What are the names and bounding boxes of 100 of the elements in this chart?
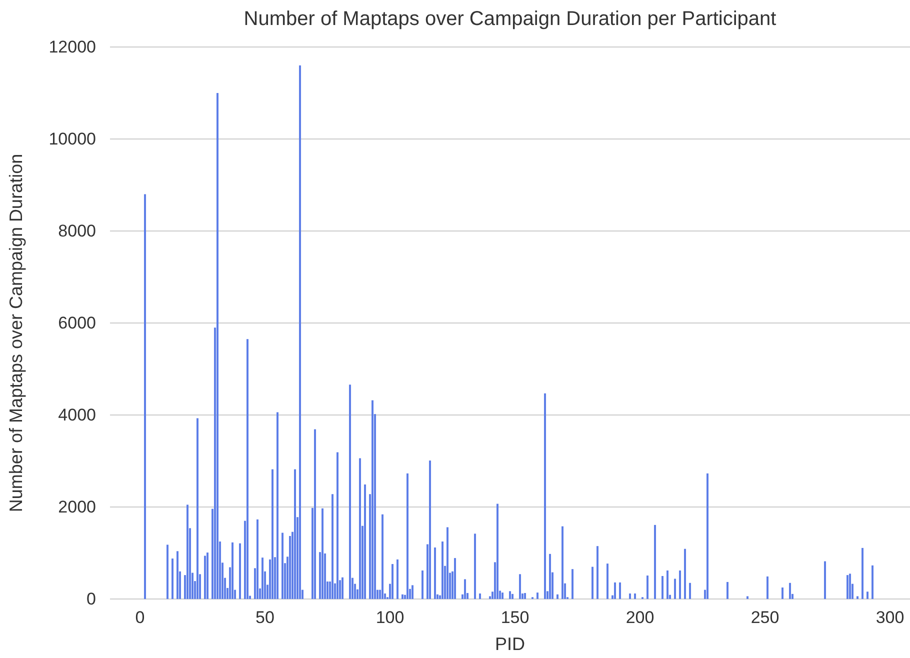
bar bbox=[706, 473, 708, 599]
bar bbox=[186, 504, 188, 599]
x-tick-label: 300 bbox=[876, 608, 904, 628]
bar bbox=[662, 576, 664, 599]
bar bbox=[372, 400, 374, 599]
bar bbox=[606, 564, 608, 599]
bar bbox=[442, 542, 444, 599]
bar bbox=[654, 524, 656, 599]
bar bbox=[406, 473, 408, 599]
y-tick-label: 6000 bbox=[58, 313, 96, 332]
bar bbox=[634, 593, 636, 599]
bar bbox=[726, 582, 728, 599]
bar bbox=[572, 569, 574, 599]
bar bbox=[666, 570, 668, 599]
y-tick-label: 2000 bbox=[58, 497, 96, 516]
bar bbox=[256, 519, 258, 599]
y-axis-title: Number of Maptaps over Campaign Duration bbox=[6, 154, 26, 512]
bar bbox=[502, 592, 504, 599]
bar bbox=[512, 594, 514, 599]
bar bbox=[204, 556, 206, 599]
bar bbox=[422, 570, 424, 599]
bar bbox=[294, 469, 296, 599]
x-tick-label: 250 bbox=[750, 608, 780, 628]
bar bbox=[396, 559, 398, 599]
bar bbox=[866, 592, 868, 599]
bar bbox=[849, 574, 851, 599]
x-tick-label: 200 bbox=[626, 608, 654, 628]
bar bbox=[689, 582, 691, 599]
bar bbox=[434, 547, 436, 599]
bar bbox=[872, 565, 874, 599]
bar bbox=[474, 534, 476, 599]
bar bbox=[592, 566, 594, 599]
chart-title: Number of Maptaps over Campaign Duration per Participant bbox=[244, 8, 777, 30]
bar bbox=[232, 542, 234, 599]
bar bbox=[359, 458, 361, 599]
bar bbox=[336, 452, 338, 599]
bar bbox=[239, 543, 241, 599]
bar bbox=[614, 582, 616, 599]
bar bbox=[536, 592, 538, 599]
bar bbox=[856, 596, 858, 599]
bar bbox=[349, 384, 351, 599]
bar bbox=[392, 564, 394, 599]
bar bbox=[364, 484, 366, 599]
bar bbox=[262, 558, 264, 599]
y-tick-label: 10000 bbox=[48, 129, 96, 148]
x-axis-title: PID bbox=[494, 634, 526, 654]
bar bbox=[549, 554, 551, 599]
bar bbox=[144, 194, 146, 599]
bar bbox=[782, 588, 784, 599]
bar bbox=[862, 548, 864, 599]
y-tick-label: 4000 bbox=[58, 405, 96, 424]
bar bbox=[332, 494, 334, 599]
bar bbox=[479, 593, 481, 599]
bar bbox=[619, 582, 621, 599]
bar bbox=[519, 574, 521, 599]
x-tick-label: 0 bbox=[135, 608, 145, 628]
bar bbox=[562, 526, 564, 599]
bar bbox=[206, 552, 208, 599]
bar bbox=[846, 575, 848, 599]
bar bbox=[166, 544, 168, 599]
bar bbox=[789, 582, 791, 599]
bar bbox=[176, 551, 178, 599]
bar bbox=[679, 570, 681, 599]
bar bbox=[246, 339, 248, 599]
bar bbox=[382, 514, 384, 599]
x-tick-label: 100 bbox=[376, 608, 404, 628]
bar bbox=[824, 561, 826, 599]
bar bbox=[766, 576, 768, 599]
bar bbox=[282, 532, 284, 599]
bar bbox=[299, 65, 301, 599]
bar bbox=[322, 508, 324, 599]
bar bbox=[684, 548, 686, 599]
bar bbox=[746, 596, 748, 599]
x-tick-label: 150 bbox=[500, 608, 530, 628]
bar bbox=[216, 93, 218, 599]
bar bbox=[454, 558, 456, 599]
bar bbox=[674, 578, 676, 599]
y-tick-label: 8000 bbox=[58, 221, 96, 240]
bar bbox=[289, 536, 291, 599]
bar bbox=[196, 418, 198, 599]
bar bbox=[276, 412, 278, 599]
bar bbox=[446, 527, 448, 599]
bar bbox=[646, 576, 648, 599]
x-tick-label: 50 bbox=[256, 608, 274, 628]
bar bbox=[544, 393, 546, 599]
bar bbox=[172, 558, 174, 599]
bar bbox=[402, 594, 404, 599]
bar bbox=[272, 469, 274, 599]
bar bbox=[342, 577, 344, 599]
bar bbox=[629, 593, 631, 599]
bar bbox=[556, 594, 558, 599]
bar bbox=[314, 429, 316, 599]
bar bbox=[596, 546, 598, 599]
bar bbox=[524, 593, 526, 599]
bar bbox=[509, 591, 511, 599]
y-tick-label: 0 bbox=[86, 589, 96, 608]
bar bbox=[412, 585, 414, 599]
bar bbox=[464, 579, 466, 599]
bar bbox=[496, 504, 498, 599]
y-tick-label: 12000 bbox=[48, 37, 96, 56]
